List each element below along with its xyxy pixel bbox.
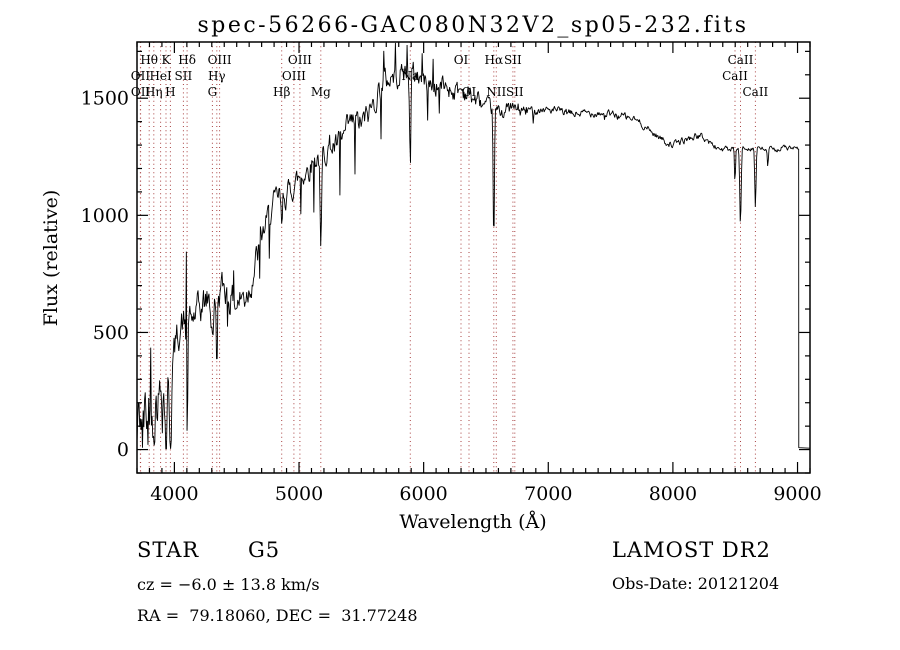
x-tick-label: 4000 <box>150 483 198 505</box>
obs-date-text: Obs-Date: 20121204 <box>612 574 779 593</box>
spectral-line-label: SII <box>506 85 524 99</box>
spectral-line-label: Hγ <box>208 69 226 83</box>
survey-release-label: LAMOST DR2 <box>612 538 771 562</box>
spectral-line-label: SII <box>175 69 193 83</box>
x-tick-label: 9000 <box>773 483 821 505</box>
spectral-line-label: K <box>162 53 172 67</box>
object-type-label: STAR <box>137 538 199 562</box>
spectral-line-label: Na <box>401 69 419 83</box>
spectral-line-label: CaII <box>722 69 748 83</box>
x-tick-label: 8000 <box>649 483 697 505</box>
spectral-line-label: OII <box>131 85 151 99</box>
spectral-line-label: Hβ <box>273 85 290 99</box>
spectral-line-label: CaII <box>728 53 754 67</box>
spectral-line-label: OI <box>454 53 469 67</box>
spectral-line-label: CaII <box>742 85 768 99</box>
y-tick-label: 500 <box>93 322 129 344</box>
spectral-line-label: NII <box>486 85 506 99</box>
ra-dec-text: RA = 79.18060, DEC = 31.77248 <box>137 606 418 625</box>
spectrum-trace-group <box>136 42 810 450</box>
spectral-line-label: SII <box>504 53 522 67</box>
plot-frame <box>136 41 811 474</box>
x-tick-label: 6000 <box>399 483 447 505</box>
spectral-line-label: OI <box>462 85 477 99</box>
axis-ticks <box>136 42 811 474</box>
spectral-line-label: Hθ <box>140 53 158 67</box>
spectral-line-label: Mg <box>311 85 331 99</box>
spectral-line-markers <box>139 42 756 473</box>
cz-value-text: cz = −6.0 ± 13.8 km/s <box>137 575 320 594</box>
y-axis-label: Flux (relative) <box>40 190 62 327</box>
spectral-line-label: Hη <box>145 85 163 99</box>
x-tick-label: 7000 <box>524 483 572 505</box>
spectral-line-label: Hα <box>485 53 504 67</box>
spectral-line-label: G <box>208 85 218 99</box>
spectral-line-label: OIII <box>288 53 312 67</box>
spectrum-trace <box>136 42 810 450</box>
x-axis-label: Wavelength (Å) <box>399 511 546 533</box>
spectral-line-label: OII <box>131 69 151 83</box>
spectral-line-label: Hδ <box>178 53 196 67</box>
y-tick-label: 0 <box>117 439 129 461</box>
y-tick-label: 1000 <box>81 205 129 227</box>
y-tick-label: 1500 <box>81 88 129 110</box>
object-subclass-label: G5 <box>248 538 280 562</box>
spectral-line-label: OIII <box>282 69 306 83</box>
spectral-line-label: OIII <box>208 53 232 67</box>
axis-tick-labels: 4000 5000 6000 7000 8000 9000 0 500 1000 1500 <box>81 88 822 505</box>
spectral-line-label: H <box>165 85 175 99</box>
spectral-line-label: HeI <box>149 69 172 83</box>
chart-title: spec-56266-GAC080N32V2_sp05-232.fits <box>197 13 748 38</box>
x-tick-label: 5000 <box>275 483 323 505</box>
